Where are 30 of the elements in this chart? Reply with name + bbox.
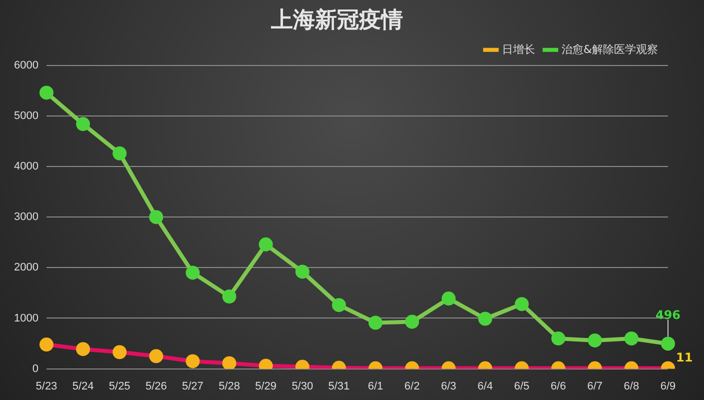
legend-label: 治愈&解除医学观察	[561, 42, 658, 56]
x-tick-label: 6/4	[478, 380, 493, 392]
x-tick-label: 5/30	[292, 380, 314, 392]
x-tick-label: 6/2	[404, 380, 420, 392]
x-tick-label: 6/5	[514, 380, 530, 392]
x-tick-label: 6/7	[587, 380, 603, 392]
data-label: 11	[676, 350, 693, 364]
x-tick-label: 5/28	[218, 380, 240, 392]
x-tick-label: 6/1	[368, 380, 384, 392]
x-tick-label: 6/9	[660, 380, 676, 392]
x-tick-label: 5/25	[108, 380, 130, 392]
x-tick-label: 6/3	[440, 380, 456, 392]
x-tick-label: 5/26	[145, 380, 167, 392]
x-tick-label: 5/29	[255, 380, 277, 392]
y-tick-label: 6000	[14, 59, 38, 72]
y-tick-label: 5000	[14, 110, 38, 122]
x-tick-label: 5/23	[36, 380, 58, 392]
x-tick-label: 5/27	[182, 380, 204, 392]
chart-title: 上海新冠疫情	[270, 6, 403, 33]
x-tick-label: 5/24	[72, 380, 94, 392]
y-tick-label: 1000	[14, 312, 38, 324]
x-tick-label: 6/6	[550, 380, 566, 392]
y-tick-label: 3000	[14, 211, 38, 224]
x-tick-label: 6/8	[624, 380, 640, 392]
y-tick-label: 0	[32, 362, 38, 375]
x-tick-label: 5/31	[328, 380, 350, 392]
y-tick-label: 2000	[14, 262, 38, 274]
data-label: 496	[655, 308, 681, 322]
legend-label: 日增长	[502, 42, 535, 56]
y-tick-label: 4000	[14, 160, 38, 173]
